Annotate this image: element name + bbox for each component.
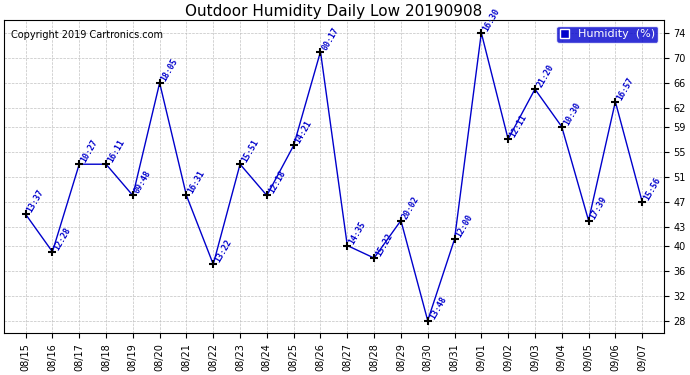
Text: 17:39: 17:39 xyxy=(589,194,609,220)
Text: 15:56: 15:56 xyxy=(642,176,662,202)
Text: 13:48: 13:48 xyxy=(428,294,448,321)
Text: 12:28: 12:28 xyxy=(52,226,72,252)
Text: 10:27: 10:27 xyxy=(79,138,99,164)
Text: 12:00: 12:00 xyxy=(455,213,475,239)
Text: 09:48: 09:48 xyxy=(133,170,153,195)
Text: 14:21: 14:21 xyxy=(294,119,314,146)
Text: 20:02: 20:02 xyxy=(401,194,421,220)
Text: 21:20: 21:20 xyxy=(535,63,555,89)
Text: 16:11: 16:11 xyxy=(106,138,126,164)
Legend: Humidity  (%): Humidity (%) xyxy=(557,26,658,43)
Title: Outdoor Humidity Daily Low 20190908: Outdoor Humidity Daily Low 20190908 xyxy=(185,4,482,19)
Text: 16:31: 16:31 xyxy=(186,170,207,195)
Text: 00:17: 00:17 xyxy=(320,26,341,52)
Text: 10:30: 10:30 xyxy=(562,100,582,127)
Text: 13:22: 13:22 xyxy=(213,238,233,264)
Text: 13:37: 13:37 xyxy=(26,188,46,214)
Text: 18:05: 18:05 xyxy=(159,57,180,83)
Text: 14:35: 14:35 xyxy=(347,219,368,246)
Text: Copyright 2019 Cartronics.com: Copyright 2019 Cartronics.com xyxy=(11,30,163,40)
Text: 15:51: 15:51 xyxy=(240,138,260,164)
Text: 16:57: 16:57 xyxy=(615,75,635,102)
Text: 16:30: 16:30 xyxy=(482,7,502,33)
Text: 15:22: 15:22 xyxy=(374,232,395,258)
Text: 12:11: 12:11 xyxy=(508,113,529,139)
Text: 12:18: 12:18 xyxy=(267,170,287,195)
